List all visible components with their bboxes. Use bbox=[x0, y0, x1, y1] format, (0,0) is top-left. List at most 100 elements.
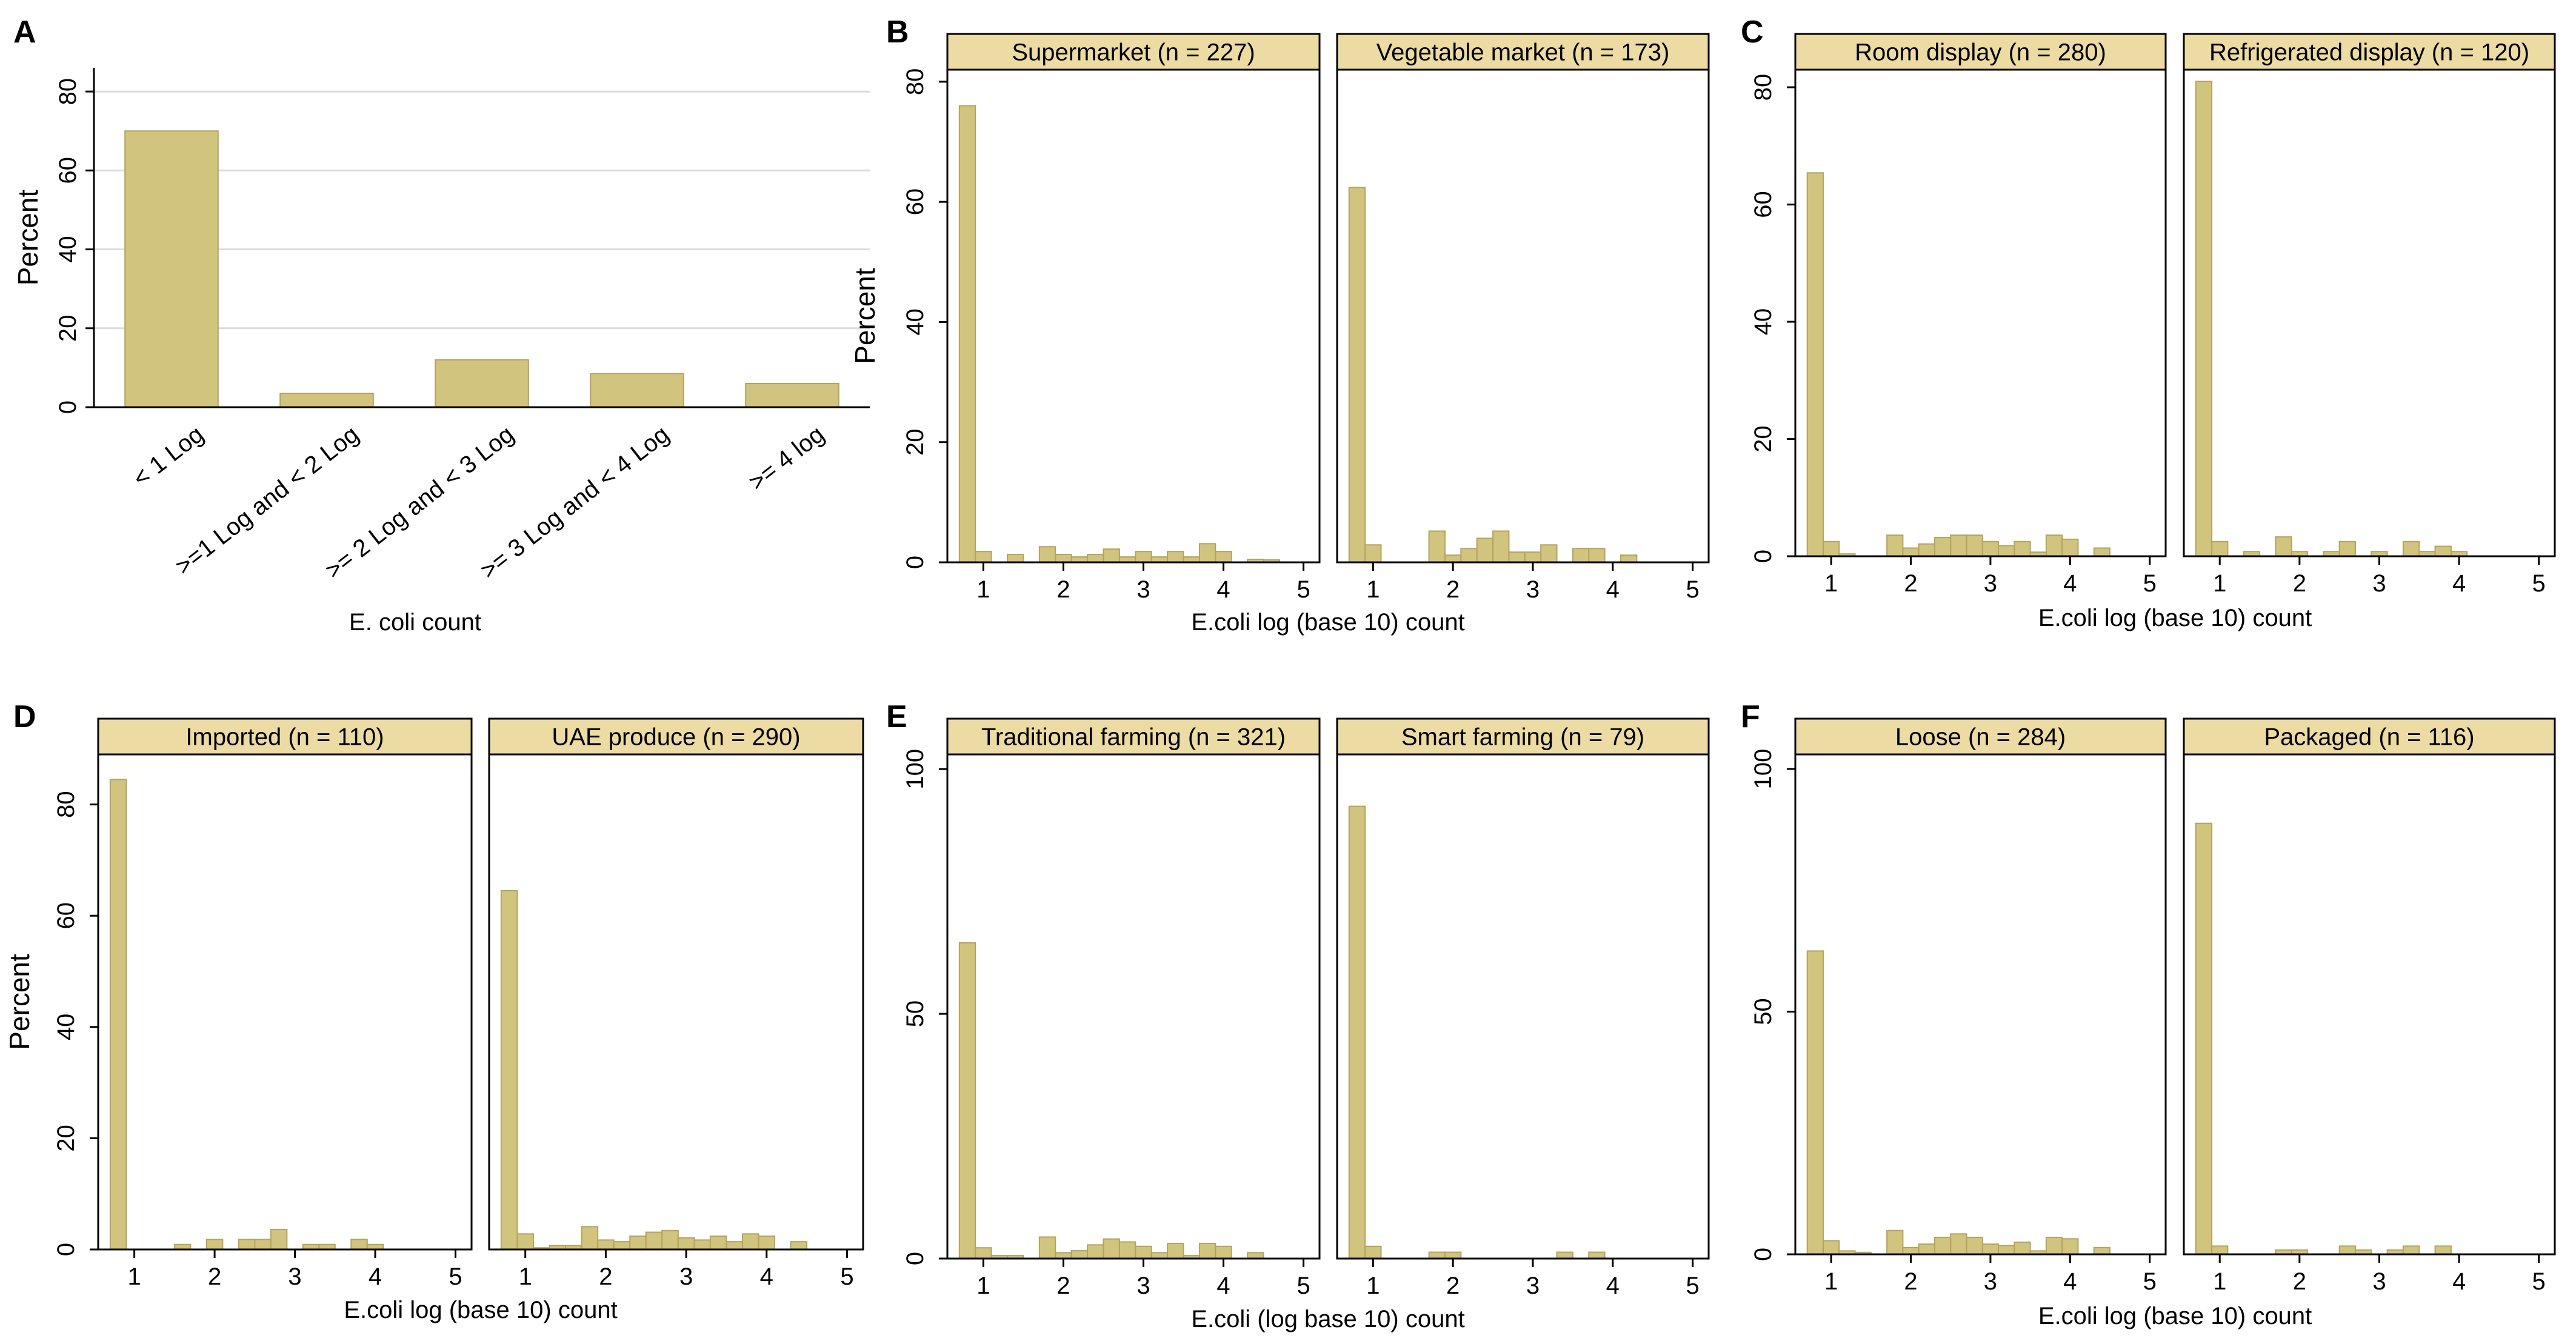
histogram-bar bbox=[1806, 172, 1824, 557]
strip-header bbox=[2183, 717, 2556, 756]
histogram-bar bbox=[581, 1226, 599, 1250]
x-tick-label: 3 bbox=[288, 1263, 301, 1290]
histogram-bar bbox=[1038, 546, 1056, 563]
histogram-bar bbox=[1886, 1229, 1904, 1256]
histogram-bar bbox=[1348, 187, 1366, 563]
plot-frame bbox=[1336, 68, 1710, 564]
histogram-bar bbox=[1215, 1245, 1232, 1260]
plot-frame bbox=[1794, 753, 2167, 1256]
histogram-bar bbox=[1087, 554, 1104, 563]
histogram-bar bbox=[1348, 805, 1366, 1259]
histogram-bar bbox=[2195, 81, 2213, 557]
x-tick-label: 4 bbox=[1606, 576, 1620, 603]
y-tick-label: 40 bbox=[1750, 308, 1777, 336]
y-tick-label: 20 bbox=[1750, 425, 1777, 453]
x-tick-label: 1 bbox=[1824, 570, 1838, 597]
histogram-bar bbox=[1998, 545, 2015, 557]
histogram-bar bbox=[1215, 551, 1232, 564]
y-tick-label: 0 bbox=[902, 1252, 929, 1265]
x-tick-label: 5 bbox=[2143, 1268, 2157, 1295]
histogram-bar bbox=[2211, 541, 2229, 557]
x-tick-label: 1 bbox=[519, 1263, 532, 1290]
histogram-bar bbox=[758, 1235, 776, 1250]
x-tick-label: 5 bbox=[2532, 570, 2546, 597]
histogram-bar bbox=[1198, 1242, 1216, 1260]
x-tick-label: 4 bbox=[2452, 570, 2466, 597]
x-axis-title: E. coli count bbox=[349, 609, 481, 636]
y-tick-label: 80 bbox=[53, 791, 79, 818]
histogram-bar bbox=[1620, 554, 1638, 563]
strip-title: Packaged (n = 116) bbox=[2264, 724, 2474, 751]
subplot: Loose (n = 284) 1 2 3 4 5 bbox=[1794, 717, 2167, 1295]
histogram-bar bbox=[1902, 1246, 1920, 1255]
plot-frame bbox=[946, 68, 1321, 564]
histogram-bar bbox=[1428, 530, 1446, 564]
subplot: Room display (n = 280) 1 2 3 4 5 bbox=[1794, 33, 2167, 597]
x-tick-label: 1 bbox=[2213, 570, 2226, 597]
histogram-bar bbox=[1167, 1242, 1184, 1260]
histogram-bar bbox=[1998, 1245, 2015, 1255]
x-tick-label: 4 bbox=[1216, 1272, 1230, 1299]
bar bbox=[124, 130, 219, 408]
x-tick-label: 5 bbox=[1686, 1272, 1700, 1299]
histogram-bar bbox=[1070, 1250, 1089, 1259]
x-tick-label: 1 bbox=[1366, 1272, 1380, 1299]
histogram-bar bbox=[1981, 1243, 2000, 1256]
strip-title: Room display (n = 280) bbox=[1855, 39, 2106, 66]
y-tick-label: 80 bbox=[902, 68, 929, 96]
x-tick-label: 4 bbox=[1216, 576, 1230, 603]
x-tick-label: 3 bbox=[1136, 576, 1150, 603]
x-tick-label: 4 bbox=[760, 1263, 773, 1290]
strip-title: Smart farming (n = 79) bbox=[1401, 724, 1644, 751]
histogram-bar bbox=[1055, 554, 1072, 563]
subplot: Traditional farming (n = 321) 1 2 3 4 5 bbox=[946, 717, 1321, 1299]
panel-f: F Loose (n = 284) 1 2 3 4 5 Packaged (n = 116) 1… bbox=[1741, 699, 2556, 1329]
histogram-bar bbox=[726, 1241, 743, 1250]
x-tick-label: 3 bbox=[1526, 576, 1540, 603]
y-tick-label: 40 bbox=[902, 308, 929, 336]
y-tick-label: 0 bbox=[55, 401, 81, 414]
y-tick-label: 60 bbox=[53, 902, 79, 930]
x-tick-label: 1 bbox=[976, 576, 990, 603]
histogram-bar bbox=[1460, 548, 1478, 564]
x-tick-label: 5 bbox=[1686, 576, 1700, 603]
histogram-bar bbox=[1950, 1233, 1967, 1256]
plot-frame bbox=[1336, 753, 1710, 1260]
bar bbox=[590, 373, 684, 408]
histogram-bar bbox=[1135, 551, 1152, 564]
histogram-bar bbox=[1934, 1236, 1952, 1256]
histogram-bar bbox=[2014, 541, 2031, 557]
histogram-bar bbox=[109, 779, 127, 1250]
y-tick-label: 0 bbox=[1750, 1248, 1777, 1261]
y-tick-label: 100 bbox=[1750, 749, 1777, 790]
x-tick-label: 4 bbox=[2063, 1268, 2077, 1295]
histogram-bar bbox=[1364, 544, 1382, 563]
histogram-bar bbox=[1476, 537, 1494, 564]
histogram-bar bbox=[1966, 534, 1983, 557]
y-tick-label: 100 bbox=[902, 749, 929, 790]
x-tick-label: 2 bbox=[1904, 570, 1917, 597]
x-tick-label: 1 bbox=[1824, 1268, 1838, 1295]
histogram-bar bbox=[661, 1229, 679, 1251]
plot-frame bbox=[946, 753, 1321, 1260]
x-tick-label: 5 bbox=[2532, 1268, 2546, 1295]
histogram-bar bbox=[613, 1241, 631, 1250]
histogram-bar bbox=[1950, 534, 1967, 557]
histogram-bar bbox=[693, 1239, 711, 1251]
histogram-bar bbox=[1167, 551, 1184, 564]
y-tick-label: 60 bbox=[1750, 191, 1777, 218]
x-tick-label: 5 bbox=[2143, 570, 2157, 597]
y-tick-label: 20 bbox=[53, 1125, 79, 1152]
histogram-bar bbox=[1902, 547, 1920, 557]
x-axis-title: E.coli log (base 10) count bbox=[344, 1297, 617, 1323]
histogram-bar bbox=[645, 1231, 663, 1251]
x-tick-label: 2 bbox=[208, 1263, 221, 1290]
histogram-bar bbox=[2195, 822, 2213, 1256]
subplot: Refrigerated display (n = 120) 1 2 3 4 5 bbox=[2183, 33, 2556, 597]
panel-letter: F bbox=[1741, 699, 1760, 734]
strip-title: Vegetable market (n = 173) bbox=[1376, 39, 1670, 66]
histogram-bar bbox=[1572, 548, 1590, 564]
